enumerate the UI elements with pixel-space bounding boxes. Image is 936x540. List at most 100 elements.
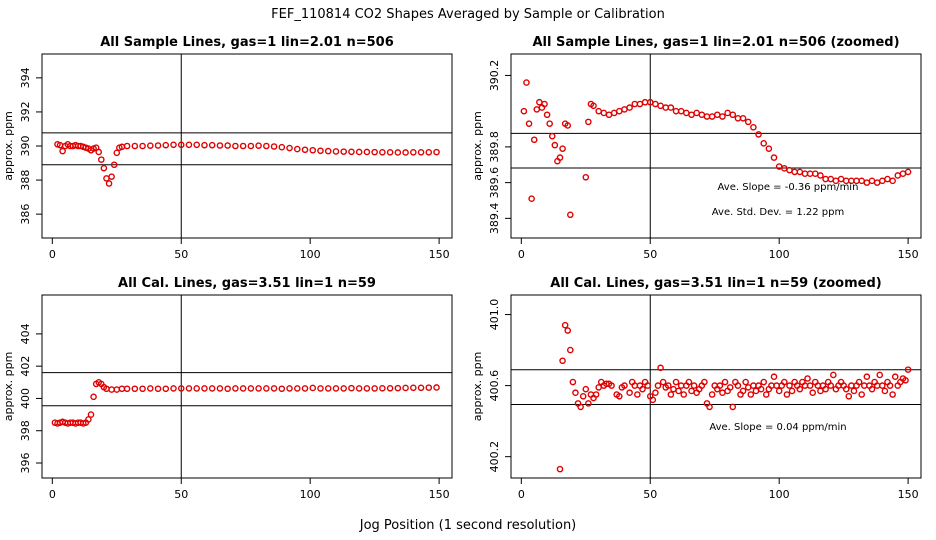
- data-point: [224, 385, 231, 393]
- data-point: [664, 382, 672, 389]
- data-point: [147, 385, 154, 392]
- y-tick-label: 389.8: [488, 131, 501, 163]
- data-point: [520, 107, 528, 115]
- data-point: [889, 177, 896, 185]
- x-tick-label: 150: [429, 488, 450, 501]
- data-point: [806, 382, 814, 389]
- data-point: [667, 104, 675, 111]
- y-tick-label: 404: [19, 323, 32, 344]
- data-point: [286, 144, 293, 152]
- data-point: [845, 392, 853, 400]
- data-point: [634, 391, 641, 398]
- data-point: [657, 364, 664, 372]
- data-point: [796, 385, 804, 393]
- data-point: [324, 385, 332, 392]
- data-point: [734, 115, 742, 122]
- data-point: [270, 143, 278, 150]
- figure-xlabel: Jog Position (1 second resolution): [359, 518, 577, 533]
- data-point: [860, 382, 868, 389]
- data-point: [386, 384, 394, 392]
- data-point: [670, 385, 677, 393]
- data-point: [652, 100, 659, 108]
- data-point: [546, 120, 553, 127]
- data-point: [293, 145, 301, 153]
- data-point: [559, 357, 566, 365]
- data-point: [355, 148, 363, 156]
- plot-frame: [510, 53, 922, 239]
- data-point: [278, 143, 286, 151]
- data-point: [348, 384, 355, 392]
- data-point: [827, 382, 835, 389]
- data-point: [185, 141, 193, 149]
- data-point: [770, 373, 778, 381]
- data-point: [608, 382, 615, 389]
- data-point: [154, 385, 162, 393]
- data-point: [247, 385, 255, 392]
- slope-annotation: Ave. Slope = -0.36 ppm/min: [718, 182, 859, 193]
- data-point: [881, 387, 889, 395]
- data-point: [713, 111, 721, 119]
- data-point: [177, 141, 185, 149]
- data-point: [760, 140, 768, 147]
- y-tick-label: 392: [19, 101, 32, 122]
- data-point: [868, 385, 876, 393]
- data-point: [804, 375, 811, 382]
- data-point: [541, 100, 548, 108]
- data-point: [113, 386, 121, 393]
- data-point: [386, 149, 394, 156]
- panel-4: All Cal. Lines, gas=3.51 lin=1 n=59 (zoo…: [471, 276, 922, 501]
- data-point: [433, 148, 440, 156]
- data-point: [263, 142, 270, 150]
- data-point: [255, 142, 262, 149]
- data-point: [644, 382, 651, 389]
- plot-frame: [510, 294, 922, 479]
- data-point: [822, 175, 829, 183]
- data-point: [278, 385, 286, 393]
- data-point: [579, 392, 587, 400]
- data-point: [123, 385, 131, 393]
- data-point: [530, 136, 538, 144]
- data-point: [317, 147, 324, 155]
- data-point: [201, 141, 208, 149]
- data-point: [683, 109, 690, 117]
- data-point: [739, 387, 747, 395]
- data-point: [734, 382, 742, 389]
- data-point: [147, 142, 154, 149]
- data-point: [533, 106, 541, 113]
- data-point: [332, 385, 340, 392]
- data-point: [270, 385, 278, 392]
- panel-1: All Sample Lines, gas=1 lin=2.01 n=506 0 5…: [2, 35, 453, 261]
- data-point: [567, 211, 574, 219]
- data-point: [858, 177, 865, 185]
- data-point: [757, 385, 765, 393]
- x-tick-label: 50: [174, 248, 188, 261]
- data-point: [402, 384, 409, 392]
- data-point: [685, 378, 693, 386]
- data-point: [371, 385, 378, 392]
- data-point: [293, 385, 301, 392]
- data-point: [742, 378, 749, 386]
- data-point: [394, 384, 402, 392]
- data-point: [822, 385, 829, 393]
- data-point: [379, 149, 386, 156]
- data-point: [894, 172, 902, 179]
- data-point: [690, 382, 698, 389]
- data-point: [626, 104, 633, 111]
- data-point: [569, 378, 577, 386]
- data-point: [781, 378, 788, 386]
- data-point: [876, 371, 884, 379]
- data-point: [332, 148, 340, 155]
- data-point: [621, 106, 628, 113]
- x-tick-label: 100: [769, 488, 790, 501]
- data-point: [355, 385, 363, 392]
- data-point: [762, 391, 770, 398]
- data-point: [626, 389, 633, 397]
- data-point: [729, 403, 737, 411]
- y-tick-label: 389.6: [488, 167, 501, 199]
- y-tick-label: 402: [19, 356, 32, 377]
- data-point: [528, 195, 535, 202]
- data-point: [559, 145, 566, 152]
- y-tick-label: 390.2: [488, 60, 501, 92]
- data-point: [410, 384, 417, 392]
- data-point: [585, 400, 592, 407]
